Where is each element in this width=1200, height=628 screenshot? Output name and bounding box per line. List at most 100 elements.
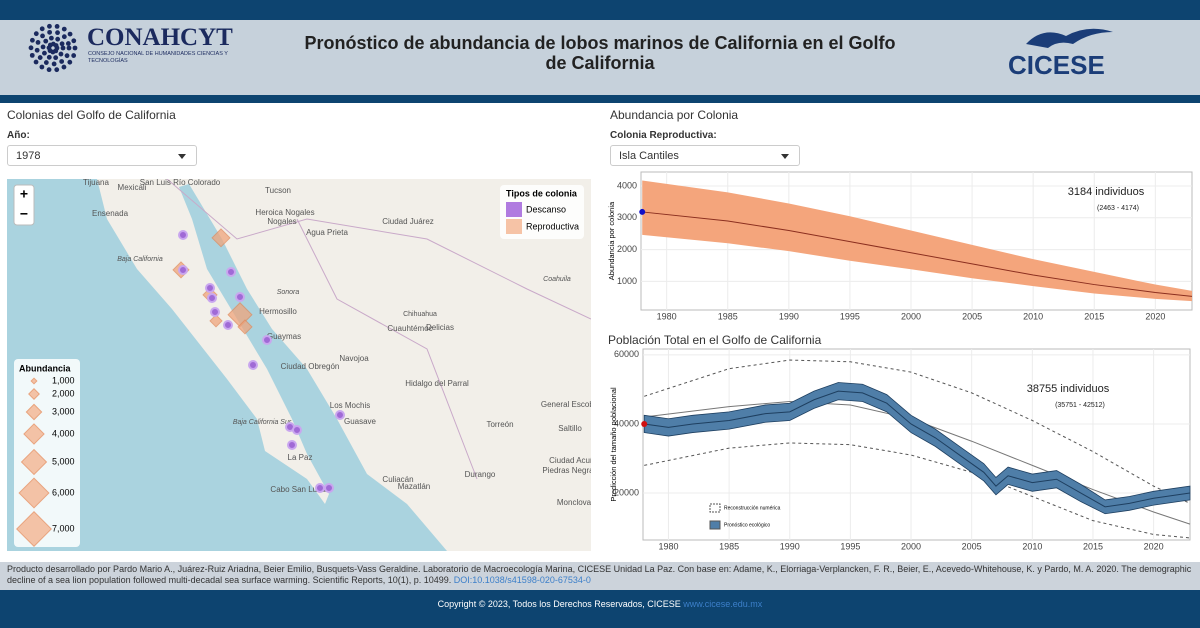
colony-rest[interactable]: [178, 265, 188, 275]
top-bar: [0, 0, 1200, 20]
colony-rest[interactable]: [178, 230, 188, 240]
place-label: Ciudad Juárez: [382, 217, 434, 226]
legend-item: 7,000: [52, 523, 75, 533]
colony-rest[interactable]: [223, 320, 233, 330]
colony-rest[interactable]: [335, 410, 345, 420]
emblem-dot: [54, 67, 60, 73]
legend-item: 1,000: [52, 375, 75, 385]
emblem-dot: [37, 55, 43, 60]
emblem-dot: [35, 39, 41, 45]
legend-diamond: [30, 377, 38, 385]
header-bar: [0, 95, 1200, 103]
conahcyt-emblem: [28, 23, 78, 73]
emblem-dot: [40, 44, 46, 50]
zoom-box: [13, 184, 35, 226]
place-label: Guaymas: [267, 332, 301, 341]
colony-rest[interactable]: [315, 483, 325, 493]
legend-swatch: [709, 503, 721, 513]
zoom-in[interactable]: +: [20, 186, 28, 202]
legend-item: Pronóstico ecológico: [724, 522, 770, 528]
border: [296, 218, 478, 480]
emblem-dot: [29, 37, 35, 43]
emblem-dot: [61, 34, 67, 40]
colony-rest[interactable]: [207, 293, 217, 303]
place-label: Agua Prieta: [306, 228, 348, 237]
legend-diamond: [18, 477, 50, 509]
emblem-dot: [54, 23, 60, 29]
x-tick-label: 2005: [962, 311, 982, 321]
legend-diamond: [20, 448, 48, 476]
footer-credits: Producto desarrollado por Pardo Mario A.…: [0, 562, 1200, 590]
footer: Copyright © 2023, Todos los Derechos Res…: [0, 590, 1200, 628]
cicese-bird: [1026, 28, 1113, 48]
emblem-dot: [40, 33, 45, 39]
cicese-logo: CICESE: [1008, 50, 1105, 80]
x-tick-label: 2015: [1083, 541, 1103, 551]
colony-rest[interactable]: [292, 425, 302, 435]
place-label: Monclova: [557, 498, 591, 507]
x-tick-label: 2000: [901, 311, 921, 321]
colony-select[interactable]: Isla Cantiles: [610, 145, 800, 166]
legend-title: Abundancia: [19, 363, 71, 373]
colony-rest[interactable]: [210, 307, 220, 317]
emblem-dot: [59, 41, 65, 47]
annotation-range: (2463 - 4174): [1097, 205, 1139, 212]
colony-reproductive[interactable]: [237, 319, 253, 335]
colony-rest[interactable]: [324, 483, 334, 493]
emblem-dot: [34, 47, 40, 53]
place-label: Mexicali: [118, 183, 147, 192]
zoom-out[interactable]: −: [20, 206, 28, 222]
place-label: Sonora: [277, 289, 300, 296]
legend-item: 5,000: [52, 456, 75, 466]
place-label: Guasave: [344, 417, 377, 426]
colony-reproductive[interactable]: [209, 314, 223, 328]
legend-item: 2,000: [52, 388, 75, 398]
emblem-dot: [55, 36, 61, 42]
colony-rest[interactable]: [248, 360, 258, 370]
x-tick-label: 1990: [779, 311, 799, 321]
legend-item: Descanso: [526, 204, 566, 214]
colony-rest[interactable]: [205, 283, 215, 293]
colony-rest[interactable]: [235, 292, 245, 302]
y-tick-label: 60000: [614, 349, 639, 359]
emblem-dot: [64, 53, 70, 59]
x-tick-label: 1980: [658, 541, 678, 551]
emblem-dot: [60, 45, 66, 51]
emblem-dot: [48, 35, 54, 41]
emblem-dot: [42, 50, 47, 56]
x-tick-label: 2020: [1144, 541, 1164, 551]
place-label: Saltillo: [558, 424, 582, 433]
series-line: [642, 211, 1193, 297]
site-link[interactable]: www.cicese.edu.mx: [683, 599, 763, 609]
doi-link[interactable]: DOI:10.1038/s41598-020-67534-0: [453, 575, 591, 585]
place-label: Ensenada: [92, 209, 129, 218]
colony-rest[interactable]: [226, 267, 236, 277]
chart-title: Población Total en el Golfo de Californi…: [608, 333, 822, 347]
x-tick-label: 1980: [657, 311, 677, 321]
emblem-dot: [71, 38, 77, 44]
y-axis-label: Abundancia por colonia: [607, 201, 616, 280]
legend-item: Reconstrucción numérica: [724, 505, 781, 511]
y-tick-label: 1000: [617, 276, 637, 286]
emblem-dot: [53, 55, 59, 61]
page-title: Pronóstico de abundancia de lobos marino…: [304, 33, 896, 73]
colony-rest[interactable]: [262, 335, 272, 345]
band: [643, 382, 1191, 515]
annotation: 3184 individuos: [1068, 186, 1145, 198]
colony-reproductive[interactable]: [211, 228, 231, 248]
legend-diamond: [16, 511, 52, 547]
place-label: La Paz: [288, 453, 313, 462]
place-label: Nogales: [267, 217, 296, 226]
place-label: Cabo San Lucas: [270, 485, 329, 494]
emblem-dot: [66, 45, 72, 51]
band: [642, 180, 1192, 302]
place-label: Mazatlán: [398, 482, 430, 491]
legend-box: [14, 359, 80, 547]
year-select[interactable]: 1978: [7, 145, 197, 166]
sea: [7, 179, 447, 551]
emblem-dot: [33, 31, 39, 37]
colony-rest[interactable]: [287, 440, 297, 450]
place-label: Tucson: [265, 186, 291, 195]
